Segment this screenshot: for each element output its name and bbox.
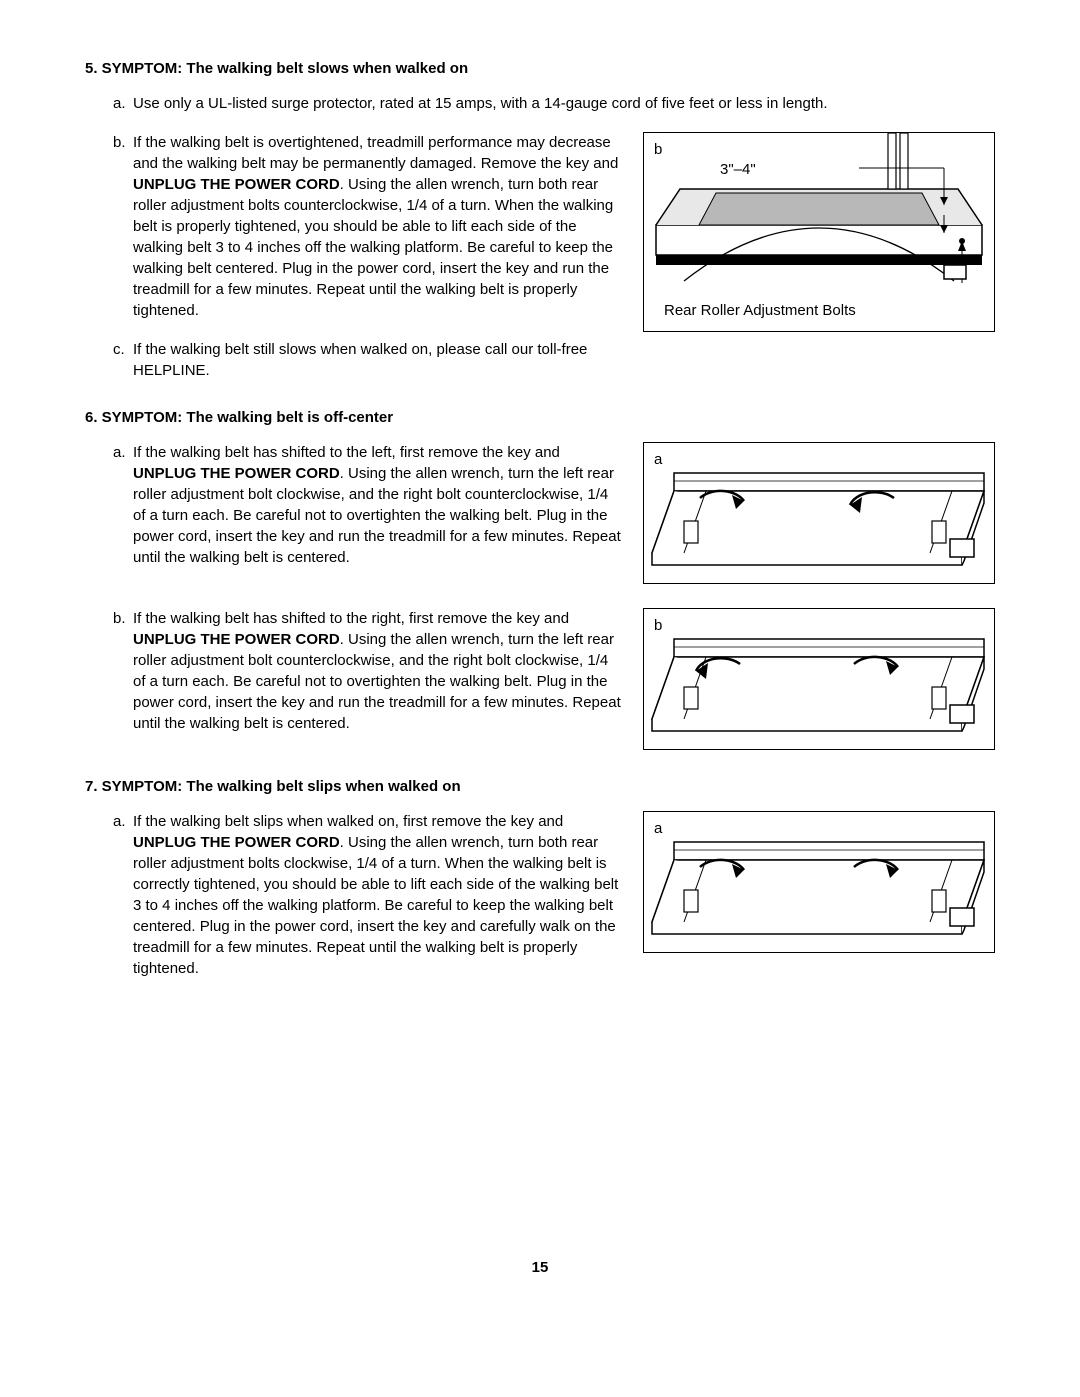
treadmill-left-adjust-diagram — [644, 443, 994, 581]
item-text: If the walking belt still slows when wal… — [133, 339, 621, 381]
text-part: If the walking belt has shifted to the l… — [133, 444, 560, 461]
item-letter: a. — [113, 811, 133, 979]
text-bold: UNPLUG THE POWER CORD — [133, 465, 340, 482]
item-letter: b. — [113, 608, 133, 734]
text-part: If the walking belt has shifted to the r… — [133, 610, 569, 627]
figure-label: a — [654, 818, 662, 839]
treadmill-tighten-diagram — [644, 812, 994, 950]
section7-item-a: a. If the walking belt slips when walked… — [113, 811, 621, 979]
treadmill-right-adjust-diagram — [644, 609, 994, 747]
item-letter: c. — [113, 339, 133, 381]
item-text: If the walking belt is overtightened, tr… — [133, 132, 621, 321]
section6-heading: 6. SYMPTOM: The walking belt is off-cent… — [85, 407, 995, 428]
section7-heading: 7. SYMPTOM: The walking belt slips when … — [85, 776, 995, 797]
figure-dimension: 3"–4" — [720, 159, 756, 180]
figure-6b: b — [643, 608, 995, 750]
figure-6a: a — [643, 442, 995, 584]
page-number: 15 — [85, 1257, 995, 1278]
section5-item-a: a. Use only a UL-listed surge protector,… — [113, 93, 995, 114]
section6-item-b: b. If the walking belt has shifted to th… — [113, 608, 621, 734]
text-bold: UNPLUG THE POWER CORD — [133, 834, 340, 851]
item-text: If the walking belt has shifted to the l… — [133, 442, 621, 568]
text-part: If the walking belt slips when walked on… — [133, 813, 563, 830]
item-letter: a. — [113, 442, 133, 568]
text-part: If the walking belt is overtightened, tr… — [133, 134, 618, 172]
text-bold: UNPLUG THE POWER CORD — [133, 176, 340, 193]
section5-item-b: b. If the walking belt is overtightened,… — [113, 132, 621, 321]
item-text: If the walking belt slips when walked on… — [133, 811, 621, 979]
text-part: . Using the allen wrench, turn both rear… — [133, 834, 618, 977]
text-bold: UNPLUG THE POWER CORD — [133, 631, 340, 648]
item-text: Use only a UL-listed surge protector, ra… — [133, 93, 995, 114]
section6-item-a: a. If the walking belt has shifted to th… — [113, 442, 621, 568]
item-letter: b. — [113, 132, 133, 321]
figure-5b: b — [643, 132, 995, 332]
section5-item-c: c. If the walking belt still slows when … — [113, 339, 621, 381]
figure-7a: a — [643, 811, 995, 953]
figure-label: b — [654, 139, 662, 160]
item-letter: a. — [113, 93, 133, 114]
section5-heading: 5. SYMPTOM: The walking belt slows when … — [85, 58, 995, 79]
figure-label: a — [654, 449, 662, 470]
item-text: If the walking belt has shifted to the r… — [133, 608, 621, 734]
figure-caption: Rear Roller Adjustment Bolts — [664, 300, 856, 321]
text-part: . Using the allen wrench, turn both rear… — [133, 176, 613, 319]
figure-label: b — [654, 615, 662, 636]
